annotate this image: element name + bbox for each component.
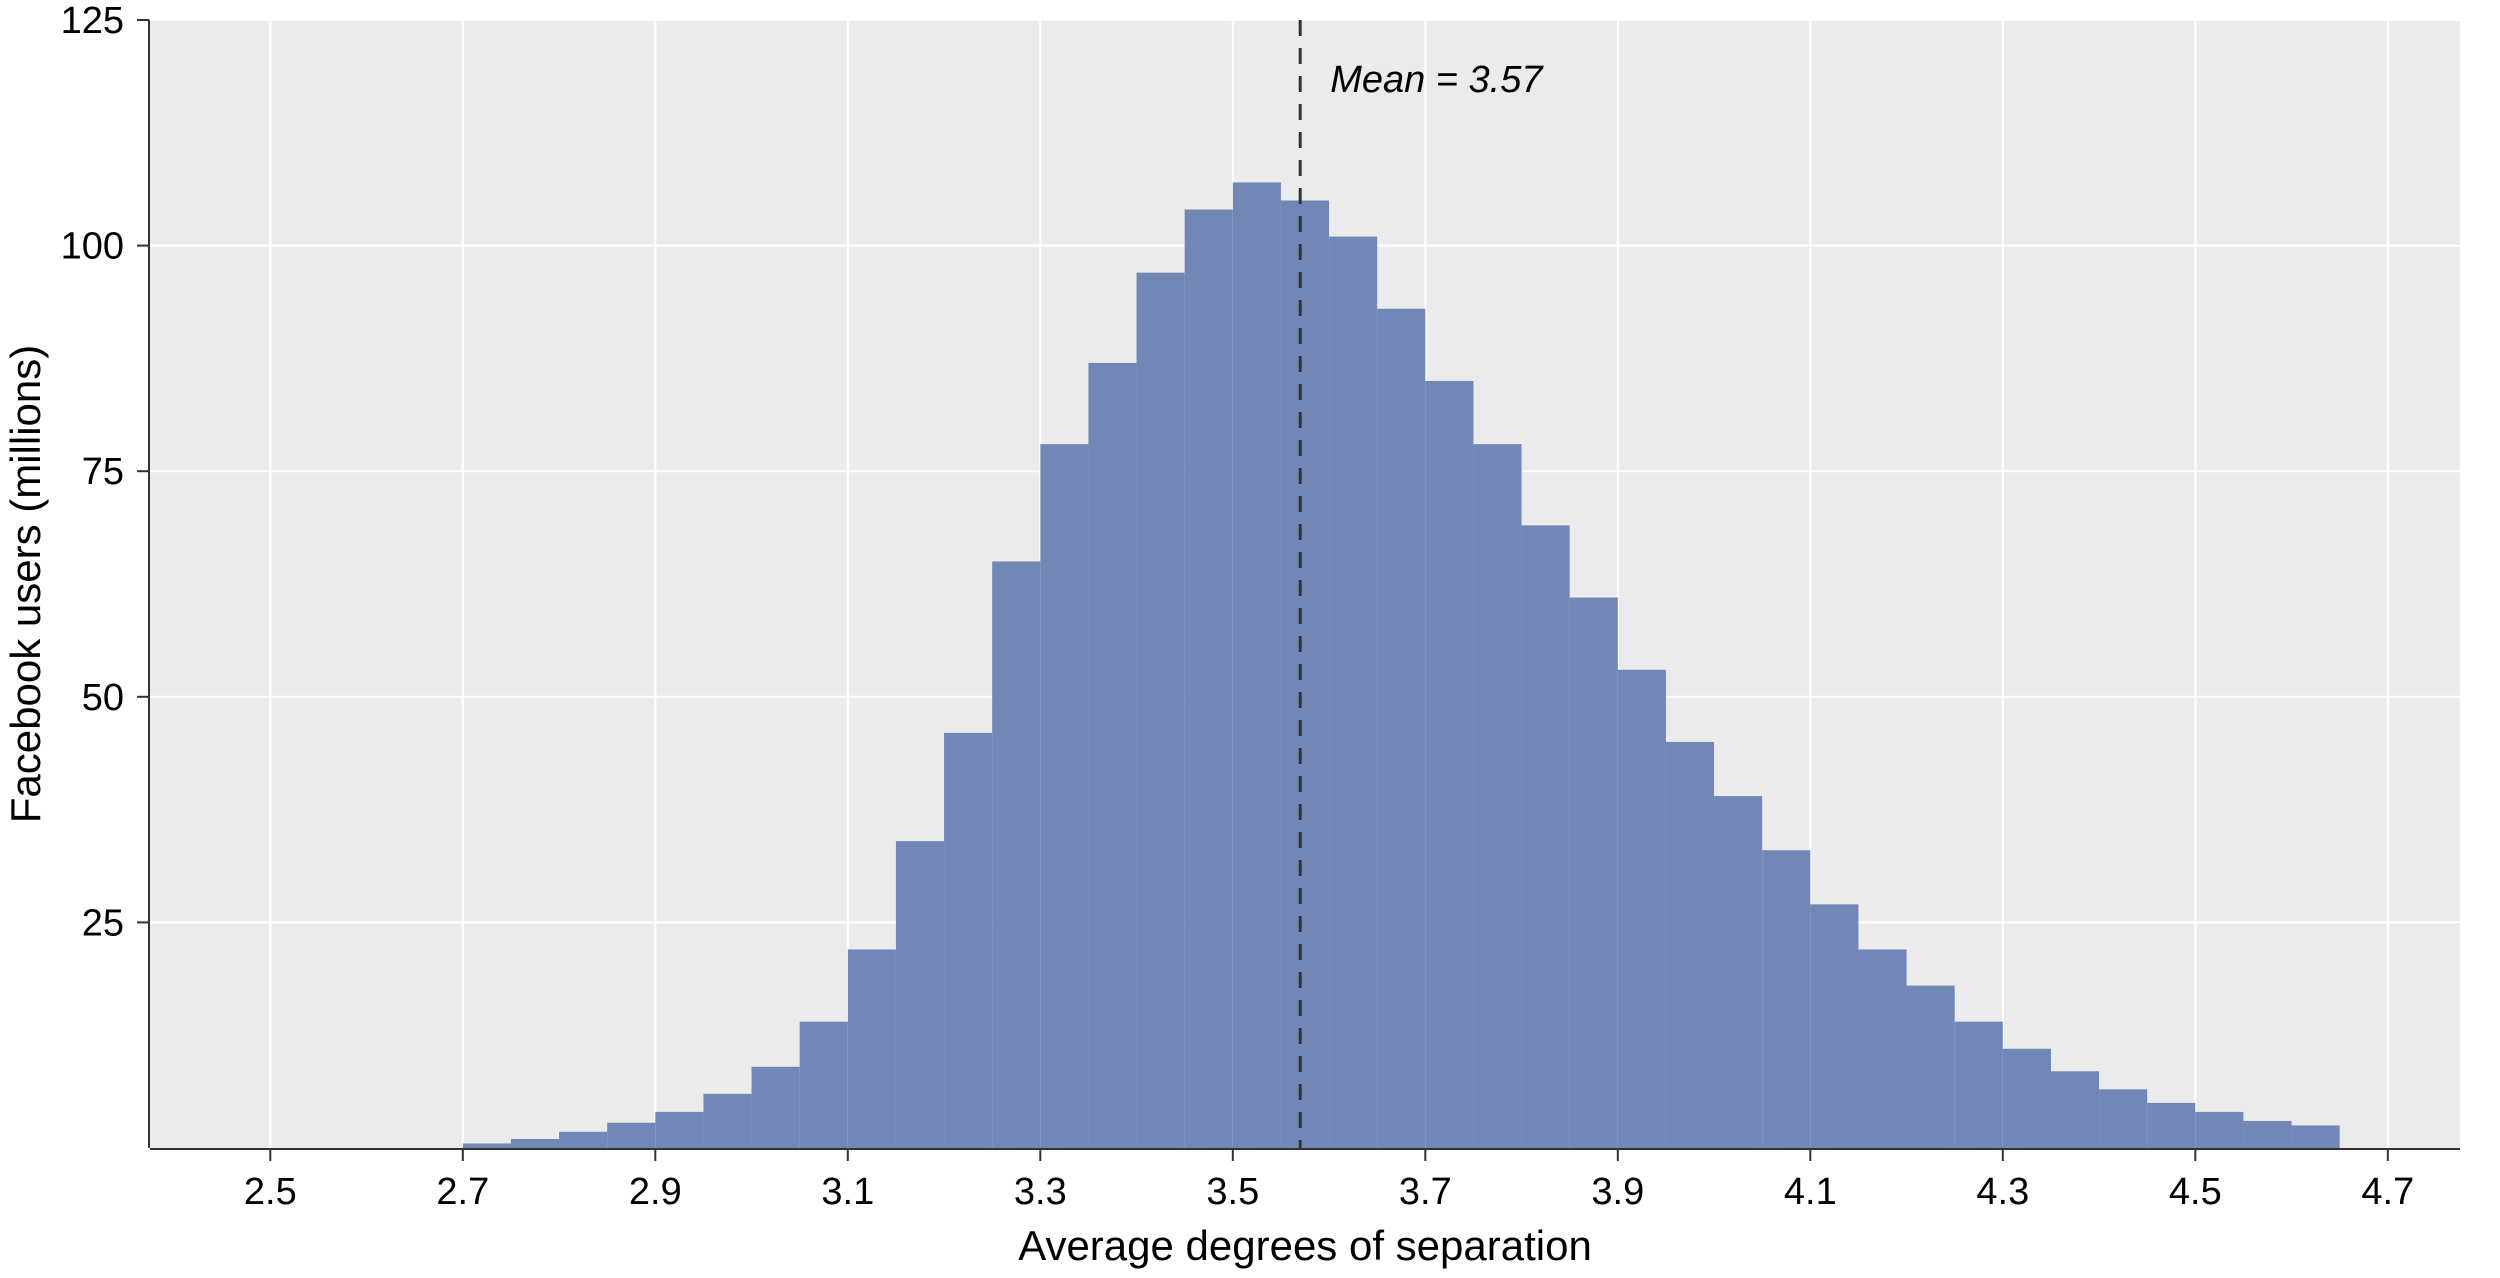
x-axis-label: Average degrees of separation	[1018, 1222, 1592, 1269]
x-tick-label: 2.5	[244, 1171, 297, 1213]
y-tick-label: 100	[61, 226, 124, 268]
y-tick-label: 25	[82, 902, 124, 944]
x-tick-label: 3.7	[1399, 1171, 1452, 1213]
histogram-bar	[2292, 1125, 2340, 1148]
histogram-chart: Mean = 3.57 2.5 2.7 2.9 3.1 3.3 3.5 3.7 3.9 4.1 4.…	[0, 0, 2500, 1278]
histogram-bar	[2003, 1049, 2051, 1148]
x-tick-label: 4.1	[1784, 1171, 1837, 1213]
x-tick-label: 2.7	[436, 1171, 489, 1213]
y-axis-label: Facebook users (millions)	[2, 345, 49, 824]
histogram-bar	[559, 1132, 607, 1148]
histogram-bar	[1714, 796, 1762, 1148]
histogram-bar	[896, 841, 944, 1148]
histogram-bar	[1185, 210, 1233, 1148]
histogram-bar	[1618, 670, 1666, 1148]
histogram-bar	[752, 1067, 800, 1148]
histogram-bar	[2243, 1121, 2291, 1148]
x-tick-label: 4.5	[2169, 1171, 2222, 1213]
histogram-bar	[511, 1139, 559, 1148]
histogram-bar	[655, 1112, 703, 1148]
histogram-bar	[1377, 309, 1425, 1148]
histogram-bar	[703, 1094, 751, 1148]
histogram-bar	[2099, 1089, 2147, 1148]
histogram-bar	[1810, 904, 1858, 1148]
histogram-bar	[607, 1123, 655, 1148]
histogram-bar	[1425, 381, 1473, 1148]
histogram-bar	[1762, 850, 1810, 1148]
histogram-bar	[1233, 182, 1281, 1148]
x-tick-label: 4.3	[1976, 1171, 2029, 1213]
mean-label: Mean = 3.57	[1330, 59, 1544, 101]
histogram-bar	[1570, 598, 1618, 1148]
histogram-bar	[1137, 273, 1185, 1148]
histogram-bar	[2147, 1103, 2195, 1148]
x-tick-label: 4.7	[2361, 1171, 2414, 1213]
x-tick-label: 3.1	[821, 1171, 874, 1213]
histogram-bar	[1955, 1022, 2003, 1148]
histogram-bar	[1666, 742, 1714, 1148]
x-tick-label: 3.9	[1591, 1171, 1644, 1213]
y-tick-label: 125	[61, 0, 124, 42]
histogram-bar	[1281, 200, 1329, 1148]
x-tick-label: 3.5	[1206, 1171, 1259, 1213]
histogram-bar	[1907, 986, 1955, 1148]
histogram-bar	[1858, 949, 1906, 1148]
histogram-bar	[2195, 1112, 2243, 1148]
histogram-bar	[1040, 444, 1088, 1148]
histogram-bar	[992, 561, 1040, 1148]
x-tick-label: 3.3	[1014, 1171, 1067, 1213]
histogram-bar	[1473, 444, 1521, 1148]
histogram-bar	[463, 1143, 511, 1148]
histogram-bar	[1088, 363, 1136, 1148]
y-tick-label: 50	[82, 677, 124, 719]
histogram-bar	[2051, 1071, 2099, 1148]
histogram-bar	[1522, 525, 1570, 1148]
histogram-bar	[1329, 237, 1377, 1148]
histogram-bar	[848, 949, 896, 1148]
histogram-bar	[944, 733, 992, 1148]
histogram-bar	[800, 1022, 848, 1148]
y-tick-label: 75	[82, 451, 124, 493]
x-tick-label: 2.9	[629, 1171, 682, 1213]
